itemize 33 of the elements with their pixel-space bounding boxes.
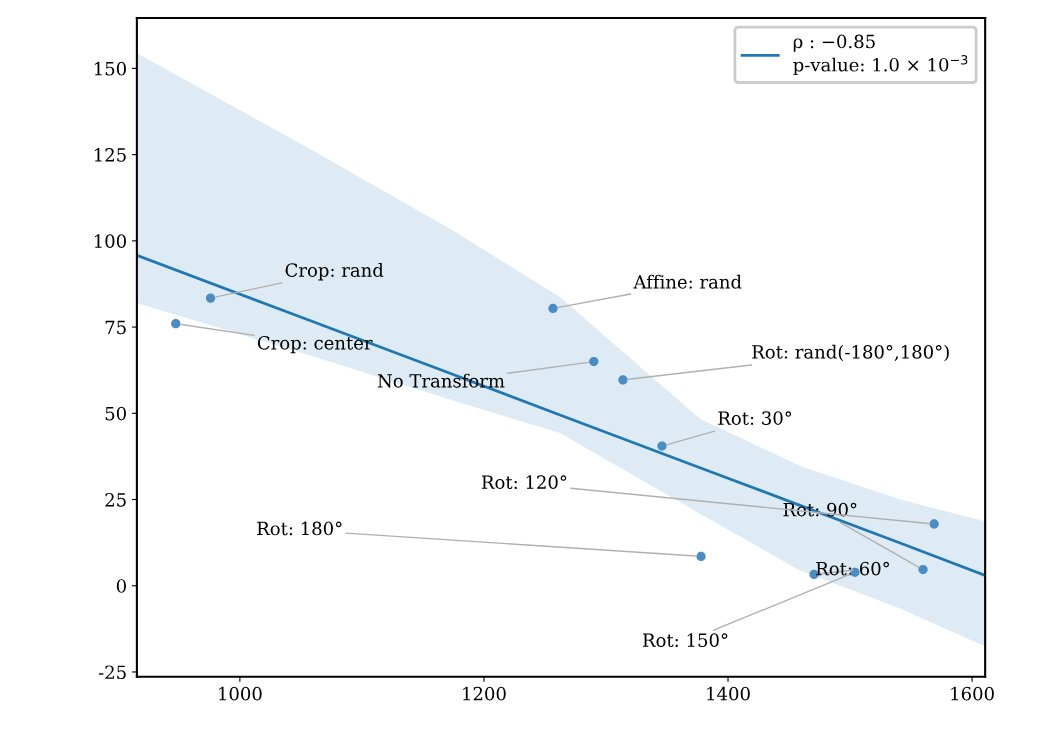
y-tick-label: 0 [116,579,126,593]
x-tick-label: 1400 [707,686,750,701]
point [850,567,860,577]
annotation: Crop: rand [285,262,384,281]
x-tick-label: 1000 [219,686,262,701]
point [657,441,667,451]
point [171,318,181,329]
annotation: Rot: 150° [642,633,728,647]
annotation: Rot: 60° [816,561,889,576]
y-tick-label: 50 [105,406,126,421]
annotation: Rot: 30° [718,411,792,425]
annotation: Crop: center [257,336,373,354]
x-tick-label: 1200 [463,686,506,701]
y-tick-label: 150 [94,61,126,76]
point [929,519,939,529]
y-tick-label: -25 [98,665,126,680]
y-tick-label: 75 [105,320,126,335]
y-tick-label: 100 [94,234,126,248]
y-tick-label: 125 [94,148,126,162]
annotation: Rot: rand(-180°,180°) [752,344,949,362]
legend-label: ρ : −0.85 p-value: 1.0 × 10$^{−3}$ [793,34,968,76]
annotation: Rot: 180° [257,521,342,536]
point [696,551,706,562]
annotation: Affine: rand [633,274,742,289]
point [589,356,599,367]
point [918,564,928,575]
x-tick-label: 1600 [951,686,994,701]
point [618,375,628,385]
point [548,303,558,314]
y-tick-label: 25 [105,492,126,507]
point [205,293,216,303]
line-series [136,253,986,577]
annotation: Rot: 120° [481,475,567,489]
